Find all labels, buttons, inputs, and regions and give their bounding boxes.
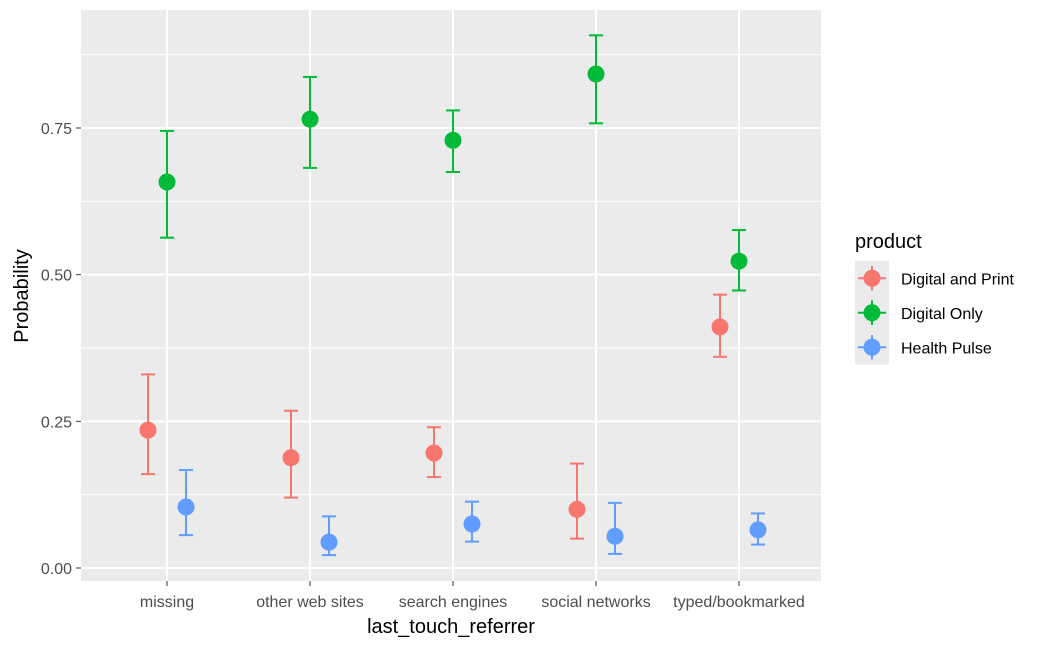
data-point (730, 252, 748, 270)
y-tick-label: 0.75 (41, 121, 72, 138)
data-point (425, 444, 443, 462)
x-tick-label: search engines (399, 594, 508, 611)
x-tick-label: missing (140, 594, 194, 611)
legend-label: Digital Only (901, 306, 983, 323)
data-point (139, 421, 157, 439)
y-axis-title: Probability (11, 249, 33, 342)
data-point (606, 527, 624, 545)
data-point (463, 515, 481, 533)
data-point (177, 498, 195, 516)
panel-background (81, 10, 821, 581)
legend-label: Digital and Print (901, 271, 1015, 288)
data-point (282, 449, 300, 467)
legend-key-point (863, 338, 881, 356)
legend-key-point (863, 269, 881, 287)
legend-label: Health Pulse (901, 340, 992, 357)
data-point (301, 110, 319, 128)
legend-title: product (855, 231, 922, 253)
data-points (139, 34, 767, 557)
data-point (749, 521, 767, 539)
legend-key-point (863, 304, 881, 322)
x-tick-label: social networks (541, 594, 650, 611)
data-point (711, 318, 729, 336)
data-point (587, 65, 605, 83)
y-tick-label: 0.50 (41, 268, 72, 285)
data-point (568, 500, 586, 518)
data-point (320, 533, 338, 551)
legend: product Digital and Print Digital Only Hea… (855, 231, 1015, 365)
axes: 0.00 0.25 0.50 0.75 missing other web sites se… (41, 121, 805, 611)
y-tick-label: 0.00 (41, 561, 72, 578)
data-point (444, 131, 462, 149)
x-tick-label: other web sites (256, 594, 364, 611)
x-tick-label: typed/bookmarked (673, 594, 805, 611)
data-point (158, 173, 176, 191)
y-tick-label: 0.25 (41, 414, 72, 431)
x-axis-title: last_touch_referrer (367, 616, 535, 638)
